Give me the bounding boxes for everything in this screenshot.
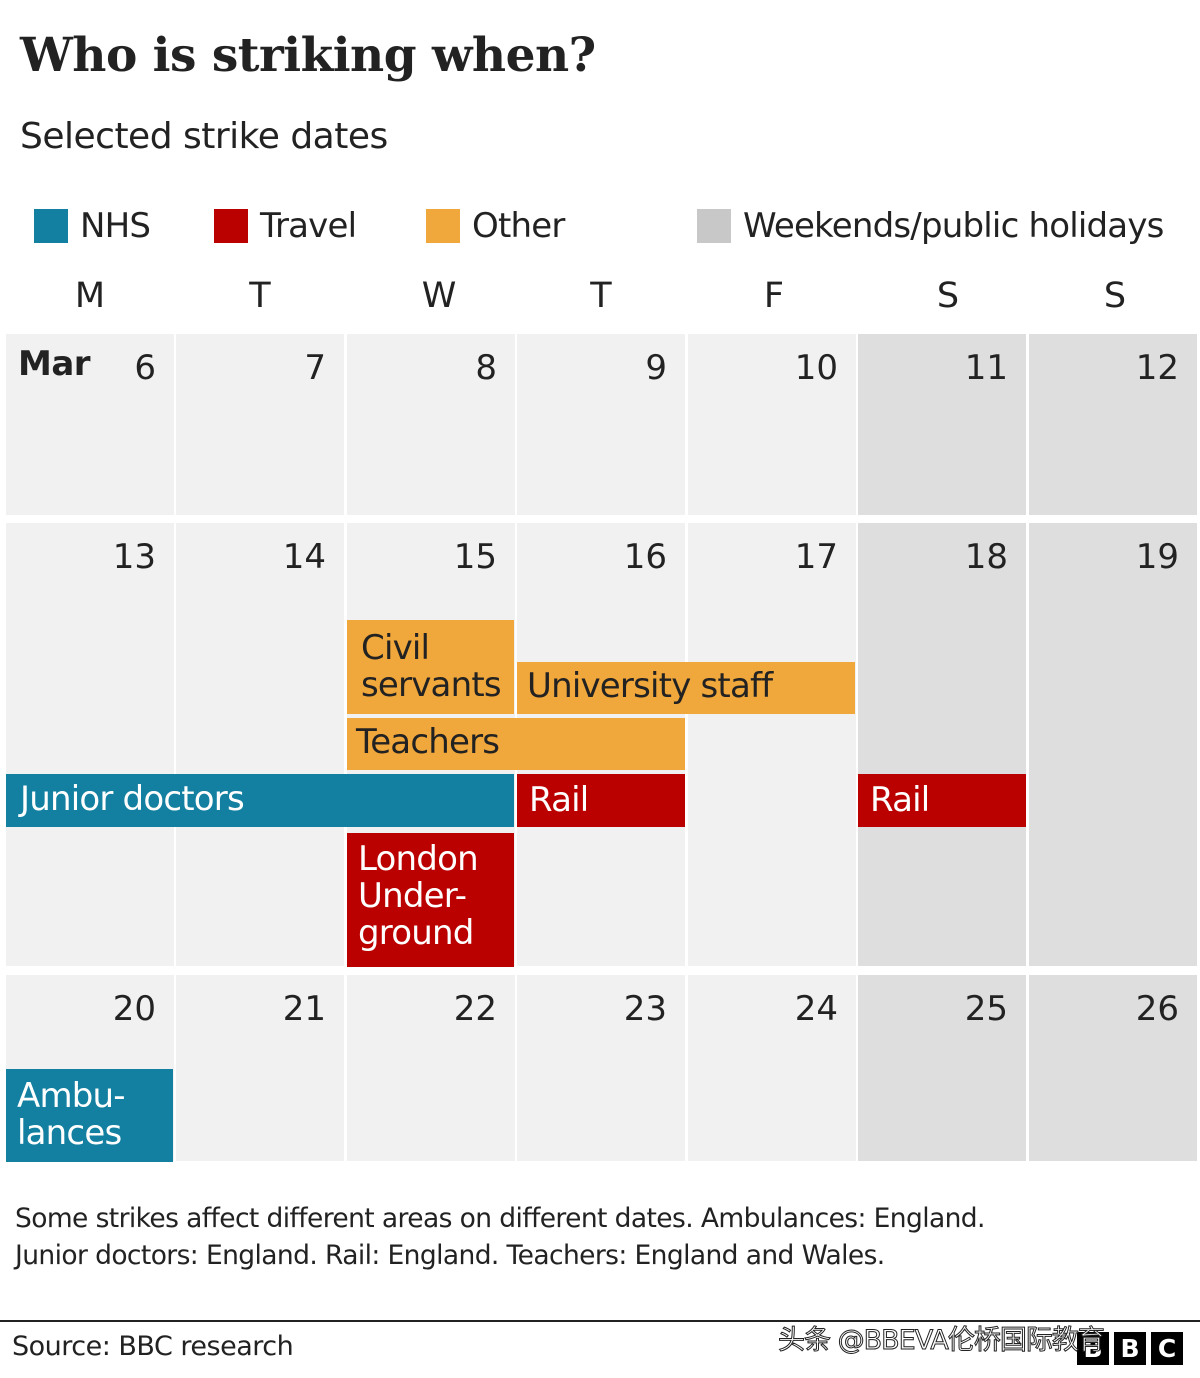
strike-bar-rail: Rail [858, 774, 1026, 827]
day-number: 13 [112, 537, 156, 577]
footnote-line: Junior doctors: England. Rail: England. … [15, 1240, 885, 1271]
day-number: 12 [1135, 348, 1179, 388]
strike-bar-junior-doctors: Junior doctors [6, 774, 514, 827]
day-of-week-thu: T [590, 276, 612, 316]
calendar-cell: Mar 6 [6, 334, 174, 515]
day-number: 15 [453, 537, 497, 577]
calendar-cell-weekend: 11 [858, 334, 1026, 515]
bbc-logo-block: B [1114, 1332, 1146, 1365]
chart-subtitle: Selected strike dates [20, 116, 388, 157]
day-number: 24 [794, 989, 838, 1029]
calendar-cell: 21 [176, 975, 344, 1161]
day-number: 20 [112, 989, 156, 1029]
day-number: 22 [453, 989, 497, 1029]
day-of-week-sat: S [936, 276, 960, 316]
chart-title: Who is striking when? [20, 28, 596, 83]
legend-swatch-other [426, 209, 460, 243]
day-number: 23 [623, 989, 667, 1029]
day-number: 18 [964, 537, 1008, 577]
day-number: 21 [282, 989, 326, 1029]
bbc-logo-block: C [1151, 1332, 1183, 1365]
calendar-cell: 24 [688, 975, 856, 1161]
calendar-cell-weekend: 12 [1029, 334, 1197, 515]
watermark-text: 头条 @BBEVA伦桥国际教育 [778, 1325, 1106, 1357]
day-number: 16 [623, 537, 667, 577]
calendar-cell-weekend: 25 [858, 975, 1026, 1161]
legend-swatch-nhs [34, 209, 68, 243]
strike-bar-rail: Rail [517, 774, 685, 827]
legend-item-nhs: NHS [34, 206, 151, 246]
day-of-week-mon: M [74, 276, 106, 316]
day-number: 25 [964, 989, 1008, 1029]
footnote: Some strikes affect different areas on d… [15, 1200, 985, 1274]
strike-bar-university-staff: University staff [517, 662, 855, 714]
day-number: 9 [645, 348, 667, 388]
day-of-week-tue: T [249, 276, 271, 316]
month-label: Mar [18, 344, 91, 384]
bbc-logo-block: B [1077, 1332, 1109, 1365]
legend-swatch-travel [214, 209, 248, 243]
day-number: 6 [134, 348, 156, 388]
calendar-cell: 10 [688, 334, 856, 515]
calendar-cell: 9 [517, 334, 685, 515]
legend-label: Weekends/public holidays [743, 206, 1164, 246]
strike-bar-teachers: Teachers [347, 718, 685, 770]
legend-label: Travel [260, 206, 357, 246]
calendar-cell: 7 [176, 334, 344, 515]
legend-item-other: Other [426, 206, 565, 246]
day-number: 17 [794, 537, 838, 577]
day-number: 19 [1135, 537, 1179, 577]
day-of-week-wed: W [421, 276, 457, 316]
calendar-cell: 14 [176, 523, 344, 966]
legend-label: NHS [80, 206, 151, 246]
strike-bar-london-underground: London Under- ground [347, 833, 514, 967]
day-number: 8 [475, 348, 497, 388]
calendar-cell-weekend: 18 [858, 523, 1026, 966]
calendar-cell: 22 [347, 975, 515, 1161]
day-number: 7 [304, 348, 326, 388]
calendar-cell: 17 [688, 523, 856, 966]
calendar-cell: 13 [6, 523, 174, 966]
day-of-week-fri: F [763, 276, 785, 316]
legend-swatch-weekends [697, 209, 731, 243]
calendar-cell-weekend: 19 [1029, 523, 1197, 966]
strike-bar-ambulances: Ambu- lances [6, 1069, 173, 1162]
legend-label: Other [472, 206, 565, 246]
calendar-cell: 23 [517, 975, 685, 1161]
day-of-week-sun: S [1103, 276, 1127, 316]
calendar-cell-weekend: 26 [1029, 975, 1197, 1161]
day-number: 26 [1135, 989, 1179, 1029]
bbc-logo: B B C [1077, 1332, 1183, 1365]
footer-divider [0, 1320, 1200, 1322]
calendar-cell: 8 [347, 334, 515, 515]
day-number: 10 [794, 348, 838, 388]
footnote-line: Some strikes affect different areas on d… [15, 1203, 985, 1234]
day-number: 11 [964, 348, 1008, 388]
legend-item-weekends: Weekends/public holidays [697, 206, 1164, 246]
day-number: 14 [282, 537, 326, 577]
legend-item-travel: Travel [214, 206, 357, 246]
source-text: Source: BBC research [12, 1331, 294, 1362]
strike-bar-civil-servants: Civil servants [347, 620, 514, 714]
